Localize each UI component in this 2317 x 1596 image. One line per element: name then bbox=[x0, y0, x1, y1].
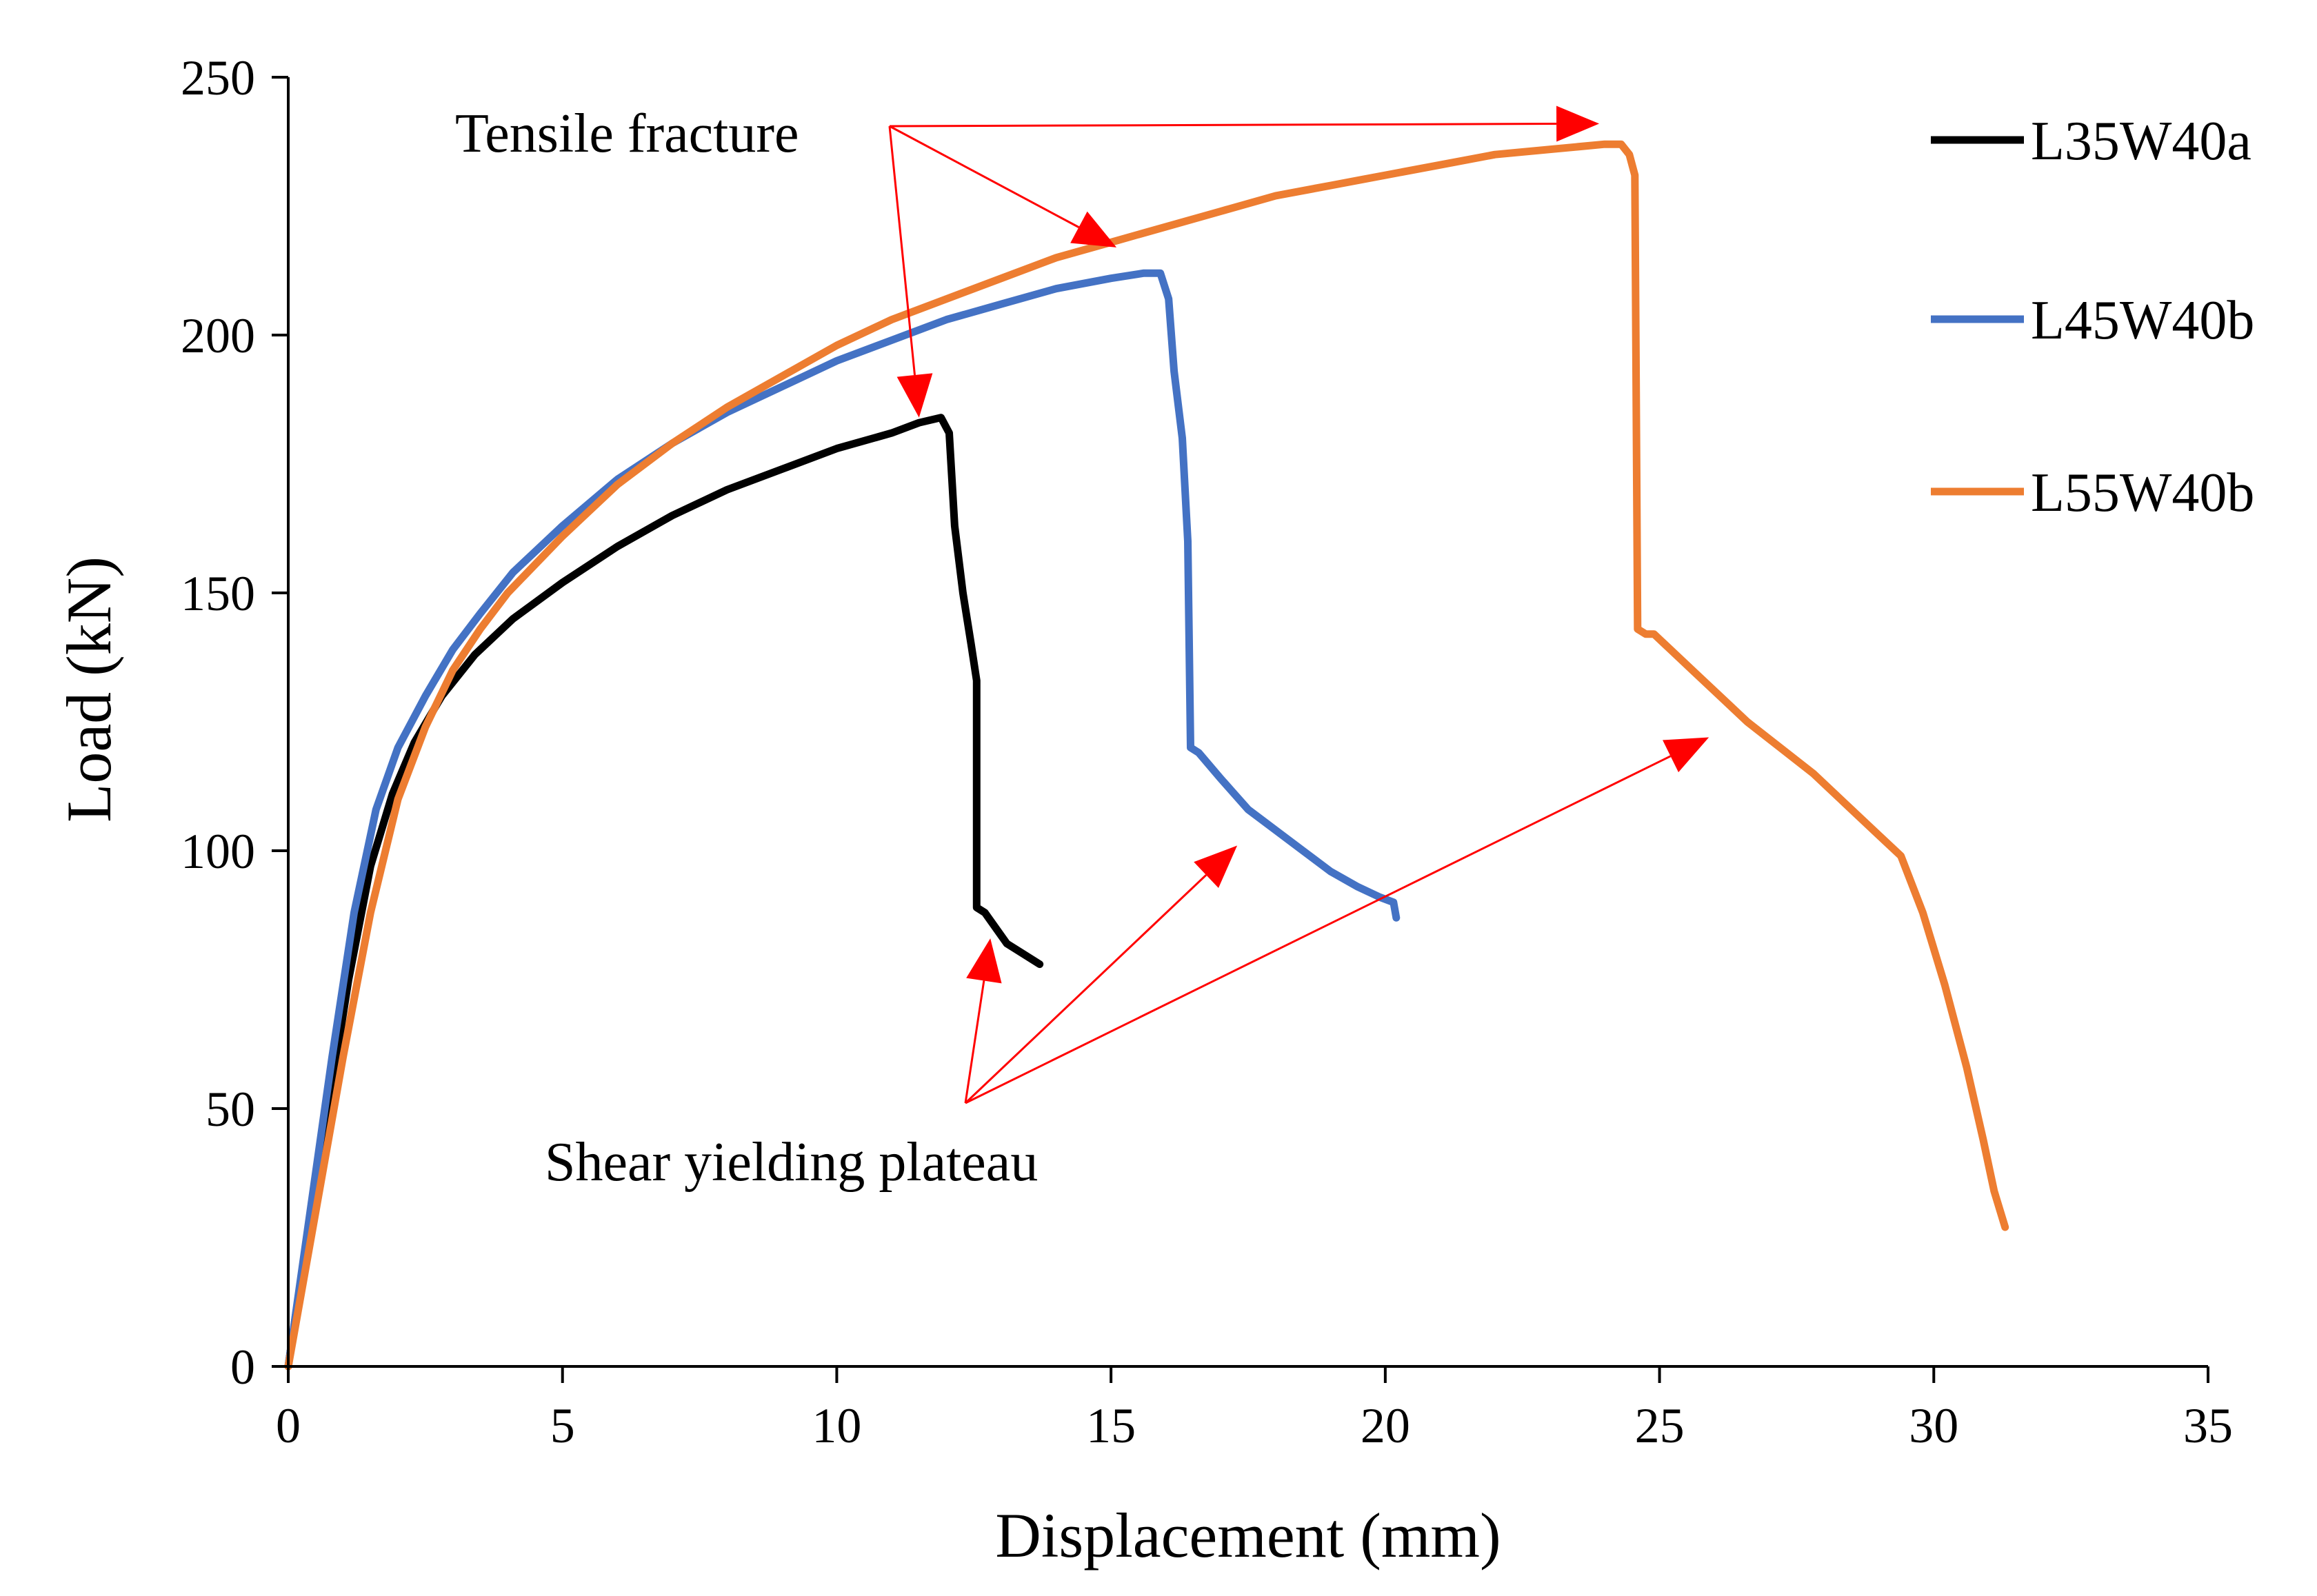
x-tick-label: 20 bbox=[1361, 1398, 1410, 1453]
y-axis-title: Load (kN) bbox=[54, 556, 124, 822]
plot-series bbox=[284, 140, 2009, 1371]
annotation-arrow-line bbox=[964, 874, 1207, 1104]
annotation-arrow-line bbox=[964, 980, 985, 1104]
series-line-l35w40a bbox=[284, 414, 1044, 1371]
annotation-arrow-head bbox=[1663, 737, 1709, 773]
y-tick-label: 250 bbox=[181, 50, 255, 105]
x-tick-label: 15 bbox=[1086, 1398, 1136, 1453]
annotation-arrow-head bbox=[1194, 845, 1238, 889]
y-tick-label: 50 bbox=[205, 1082, 255, 1137]
annotation-arrow-head bbox=[1556, 105, 1600, 142]
legend-label-l35w40a: L35W40a bbox=[2031, 111, 2251, 172]
annotation-arrow-head bbox=[896, 373, 933, 418]
x-axis-ticks: 0 5 10 15 20 25 30 35 bbox=[276, 1366, 2233, 1453]
annotation-arrow-line bbox=[889, 123, 1557, 128]
annotation-arrow-line bbox=[888, 125, 916, 376]
x-tick-label: 10 bbox=[812, 1398, 861, 1453]
y-tick-label: 0 bbox=[230, 1340, 255, 1395]
x-axis-title: Displacement (mm) bbox=[995, 1500, 1501, 1570]
annotation-arrow-head bbox=[966, 938, 1002, 984]
annotation-arrow-line bbox=[965, 755, 1672, 1104]
x-tick-label: 5 bbox=[550, 1398, 575, 1453]
y-tick-label: 200 bbox=[181, 308, 255, 363]
annotation-arrow-head bbox=[1070, 211, 1117, 248]
y-tick-label: 100 bbox=[181, 824, 255, 879]
x-tick-label: 35 bbox=[2183, 1398, 2233, 1453]
shear-yielding-label: Shear yielding plateau bbox=[545, 1132, 1038, 1193]
x-tick-label: 0 bbox=[276, 1398, 301, 1453]
x-tick-label: 30 bbox=[1909, 1398, 1958, 1453]
annotation-arrow-line bbox=[889, 125, 1080, 228]
y-tick-label: 150 bbox=[181, 566, 255, 621]
annotation-arrows bbox=[888, 105, 1709, 1104]
legend: L35W40a L45W40b L55W40b bbox=[1931, 111, 2254, 523]
legend-label-l45w40b: L45W40b bbox=[2031, 290, 2254, 351]
legend-label-l55w40b: L55W40b bbox=[2031, 463, 2254, 523]
tensile-fracture-label: Tensile fracture bbox=[455, 103, 799, 164]
y-axis-ticks: 0 50 100 150 200 250 bbox=[181, 50, 288, 1395]
x-tick-label: 25 bbox=[1635, 1398, 1685, 1453]
series-line-l55w40b bbox=[284, 140, 2009, 1371]
series-line-l45w40b bbox=[284, 269, 1401, 1371]
